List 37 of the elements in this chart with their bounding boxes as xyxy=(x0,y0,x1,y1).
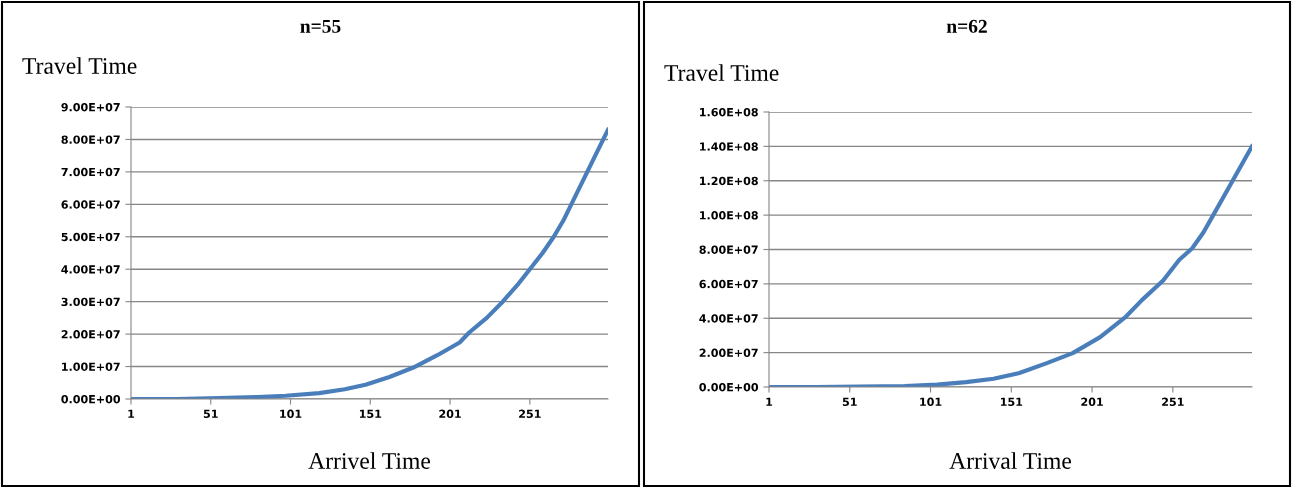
chart-title: n=55 xyxy=(300,19,341,33)
y-tick-label: 1.20E+08 xyxy=(700,176,758,186)
y-tick-label: 1.00E+07 xyxy=(62,362,120,371)
y-tick-label: 2.00E+07 xyxy=(699,348,758,357)
x-axis-title: Arrivel Time xyxy=(308,452,431,469)
x-tick-label: 101 xyxy=(920,397,942,407)
x-tick-label: 251 xyxy=(519,409,541,419)
y-tick-label: 2.00E+07 xyxy=(61,330,120,339)
y-tick-label: 1.00E+08 xyxy=(700,211,758,220)
x-tick-label: 1 xyxy=(128,409,135,418)
y-tick-label: 7.00E+07 xyxy=(61,167,120,177)
y-tick-label: 1.60E+08 xyxy=(700,107,758,117)
y-tick-label: 8.00E+07 xyxy=(61,135,120,144)
x-tick-label: 1 xyxy=(766,397,773,406)
y-tick-label: 8.00E+07 xyxy=(699,245,758,254)
chart-title: n=62 xyxy=(946,19,987,33)
y-tick-label: 3.00E+07 xyxy=(61,297,120,307)
y-tick-label: 6.00E+07 xyxy=(61,200,120,209)
x-tick-label: 151 xyxy=(1000,397,1023,407)
y-tick-label: 1.40E+08 xyxy=(700,142,758,151)
x-tick-label: 251 xyxy=(1162,397,1184,407)
x-axis-title: Arrival Time xyxy=(949,452,1072,469)
x-tick-label: 201 xyxy=(1081,397,1103,407)
x-tick-label: 101 xyxy=(280,409,302,419)
x-tick-label: 51 xyxy=(842,397,857,407)
x-tick-label: 151 xyxy=(359,409,382,419)
y-tick-label: 0.00E+00 xyxy=(61,394,121,404)
x-tick-label: 201 xyxy=(439,409,461,419)
y-tick-label: 4.00E+07 xyxy=(61,265,120,274)
x-tick-label: 51 xyxy=(203,409,218,419)
y-tick-label: 5.00E+07 xyxy=(61,232,120,242)
y-axis-title: Travel Time xyxy=(664,64,779,81)
y-tick-label: 4.00E+07 xyxy=(699,314,758,323)
y-tick-label: 0.00E+00 xyxy=(699,382,759,392)
y-axis-title: Travel Time xyxy=(22,57,137,74)
y-tick-label: 9.00E+07 xyxy=(61,102,120,112)
y-tick-label: 6.00E+07 xyxy=(699,279,758,289)
